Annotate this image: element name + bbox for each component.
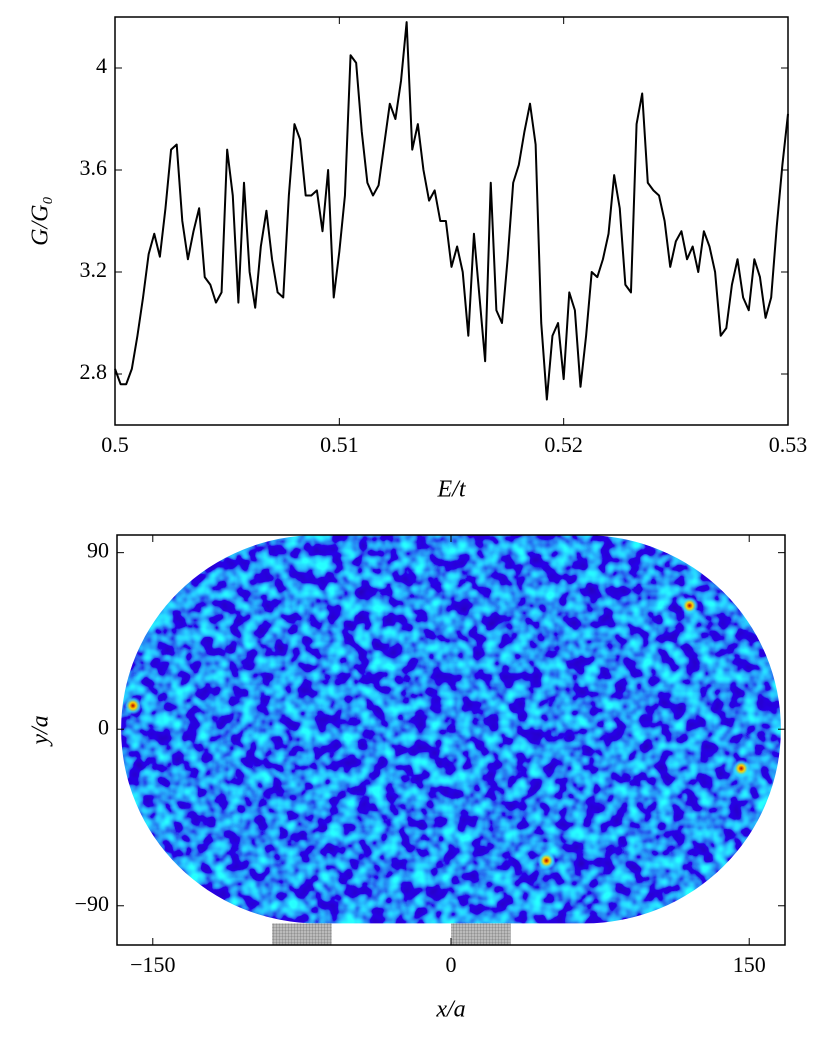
data-line — [114, 21, 789, 401]
x-tick-label: 0 — [446, 952, 457, 977]
y-tick-label: 4 — [96, 53, 107, 78]
x-axis-label: E/t — [437, 477, 467, 503]
y-tick-label: 2.8 — [80, 359, 108, 384]
lead — [272, 923, 332, 945]
x-tick-label: 0.53 — [769, 432, 808, 457]
y-tick-label: 3.2 — [80, 257, 108, 282]
y-tick-label: 90 — [87, 538, 109, 563]
y-tick-label: 0 — [98, 714, 109, 739]
x-tick-label: 150 — [733, 952, 766, 977]
y-axis-label: y/a — [28, 715, 54, 746]
y-tick-label: −90 — [75, 891, 109, 916]
peak — [680, 596, 699, 615]
x-tick-label: 0.51 — [320, 432, 359, 457]
lead — [451, 923, 511, 945]
peak — [537, 851, 556, 870]
peak — [123, 696, 142, 715]
x-tick-label: 0.5 — [101, 432, 129, 457]
heatmap-texture — [121, 535, 781, 924]
axes-frame — [116, 534, 786, 946]
x-axis-label: x/a — [435, 997, 465, 1023]
y-axis-label: G/G₀ — [28, 196, 54, 246]
heatmap — [121, 535, 781, 924]
axes-frame — [114, 16, 789, 426]
x-tick-label: 0.52 — [544, 432, 583, 457]
x-tick-label: −150 — [130, 952, 175, 977]
y-tick-label: 3.6 — [80, 155, 108, 180]
peak — [732, 759, 751, 778]
